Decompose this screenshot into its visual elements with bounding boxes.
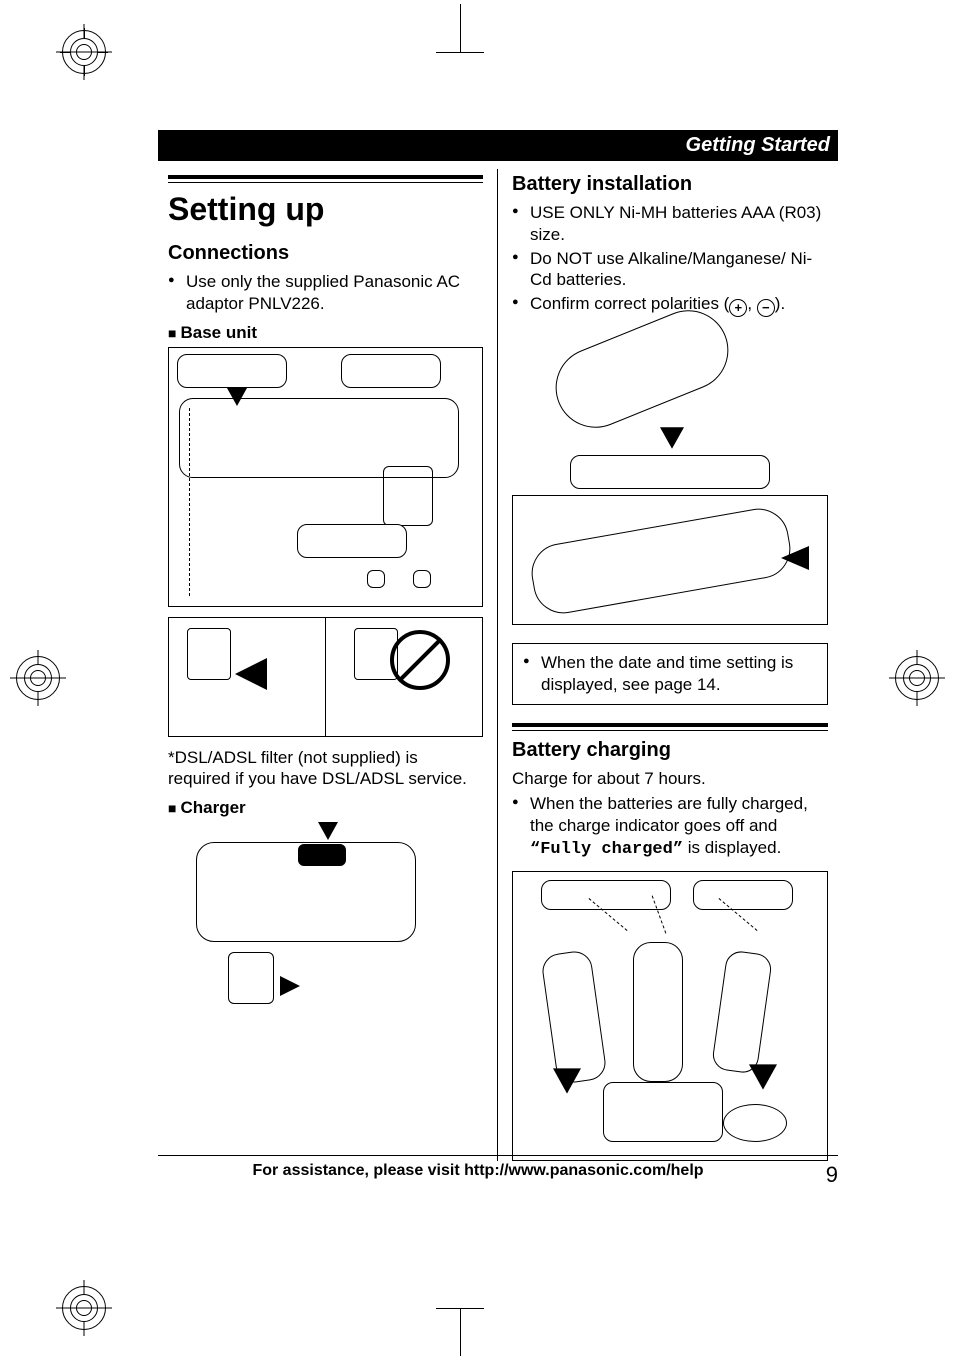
- crop-mark: [460, 1308, 461, 1356]
- down-arrow-icon: [318, 822, 338, 840]
- base-sketch: [603, 1082, 723, 1142]
- charging-bullets: When the batteries are fully charged, th…: [512, 793, 828, 860]
- section-rule: [512, 723, 828, 731]
- section-rule: [168, 175, 483, 183]
- charger-label: Charger: [180, 798, 245, 817]
- left-arrow-icon: [781, 546, 809, 570]
- registration-target-icon: [62, 1286, 106, 1330]
- registration-target-icon: [62, 30, 106, 74]
- list-item: USE ONLY Ni-MH batteries AAA (R03) size.: [512, 202, 828, 246]
- registration-target-icon: [16, 656, 60, 700]
- square-bullet-icon: ■: [168, 325, 176, 341]
- section-header: Getting Started: [158, 130, 838, 161]
- square-bullet-icon: ■: [168, 800, 176, 816]
- down-arrow-icon: [553, 1068, 581, 1093]
- minus-polarity-icon: −: [757, 299, 775, 317]
- handset-sketch: [540, 949, 608, 1085]
- date-time-note-box: When the date and time setting is displa…: [512, 643, 828, 705]
- down-arrow-icon: [660, 427, 684, 449]
- page-content: Getting Started Setting up Connections U…: [158, 130, 838, 1161]
- battery-install-bullets: USE ONLY Ni-MH batteries AAA (R03) size.…: [512, 202, 828, 317]
- charger-base-sketch: [723, 1104, 787, 1142]
- page-title: Setting up: [168, 191, 483, 228]
- connections-bullets: Use only the supplied Panasonic AC adapt…: [168, 271, 483, 315]
- battery-insert-figure: [512, 495, 828, 625]
- handset-open-sketch: [527, 504, 795, 618]
- dsl-note: *DSL/ADSL filter (not supplied) is requi…: [168, 747, 483, 791]
- polarity-text-pre: Confirm correct polarities (: [530, 294, 729, 313]
- figure-callout: [297, 524, 407, 558]
- right-column: Battery installation USE ONLY Ni-MH batt…: [498, 169, 838, 1161]
- footer-assist-text: For assistance, please visit http://www.…: [158, 1162, 798, 1188]
- down-arrow-icon: [749, 1064, 777, 1089]
- handset-cover-figure: [512, 325, 828, 455]
- adaptor-sketch: [228, 952, 274, 1004]
- prohibit-icon: [390, 630, 450, 690]
- left-arrow-icon: [235, 658, 267, 690]
- wrong-panel: [325, 618, 482, 736]
- plus-polarity-icon: +: [729, 299, 747, 317]
- plug-sketch: [367, 570, 385, 588]
- handset-sketch: [633, 942, 683, 1082]
- battery-charging-heading: Battery charging: [512, 739, 828, 762]
- page-number: 9: [798, 1162, 838, 1188]
- handset-sketch: [711, 949, 773, 1074]
- battery-install-heading: Battery installation: [512, 173, 828, 196]
- base-unit-figure: [168, 347, 483, 607]
- crop-mark: [460, 4, 461, 52]
- polarity-text-mid: ,: [747, 294, 756, 313]
- polarity-text-post: ).: [775, 294, 785, 313]
- crop-mark: [436, 52, 484, 53]
- figure-callout: [177, 354, 287, 388]
- adaptor-sketch: [383, 466, 433, 526]
- hook-sketch: [187, 628, 231, 680]
- charging-text-post: is displayed.: [683, 838, 781, 857]
- plug-sketch: [413, 570, 431, 588]
- page-footer: For assistance, please visit http://www.…: [158, 1155, 838, 1188]
- charging-body: Charge for about 7 hours.: [512, 768, 828, 790]
- registration-target-icon: [895, 656, 939, 700]
- right-arrow-icon: [280, 976, 300, 996]
- list-item: Do NOT use Alkaline/Manganese/ Ni-Cd bat…: [512, 248, 828, 292]
- figure-callout: [341, 354, 441, 388]
- left-column: Setting up Connections Use only the supp…: [158, 169, 498, 1161]
- connections-heading: Connections: [168, 242, 483, 265]
- figure-callout: [570, 455, 770, 489]
- two-column-layout: Setting up Connections Use only the supp…: [158, 169, 838, 1161]
- hook-correct-wrong-figure: [168, 617, 483, 737]
- charging-figure: [512, 871, 828, 1161]
- charger-slot-sketch: [298, 844, 346, 866]
- base-unit-label: Base unit: [180, 323, 257, 342]
- fully-charged-mono: “Fully charged”: [530, 840, 683, 859]
- handset-sketch: [544, 298, 741, 440]
- list-item: Use only the supplied Panasonic AC adapt…: [168, 271, 483, 315]
- charging-text-pre: When the batteries are fully charged, th…: [530, 794, 808, 835]
- dashed-guide: [189, 408, 190, 596]
- section-header-label: Getting Started: [686, 134, 830, 156]
- base-unit-subheading: ■Base unit: [168, 323, 483, 343]
- figure-callout: [541, 880, 671, 910]
- charger-figure: [168, 822, 483, 1022]
- charger-subheading: ■Charger: [168, 798, 483, 818]
- correct-panel: [169, 618, 325, 736]
- figure-callout: [693, 880, 793, 910]
- list-item: When the batteries are fully charged, th…: [512, 793, 828, 860]
- note-text: When the date and time setting is displa…: [523, 652, 817, 696]
